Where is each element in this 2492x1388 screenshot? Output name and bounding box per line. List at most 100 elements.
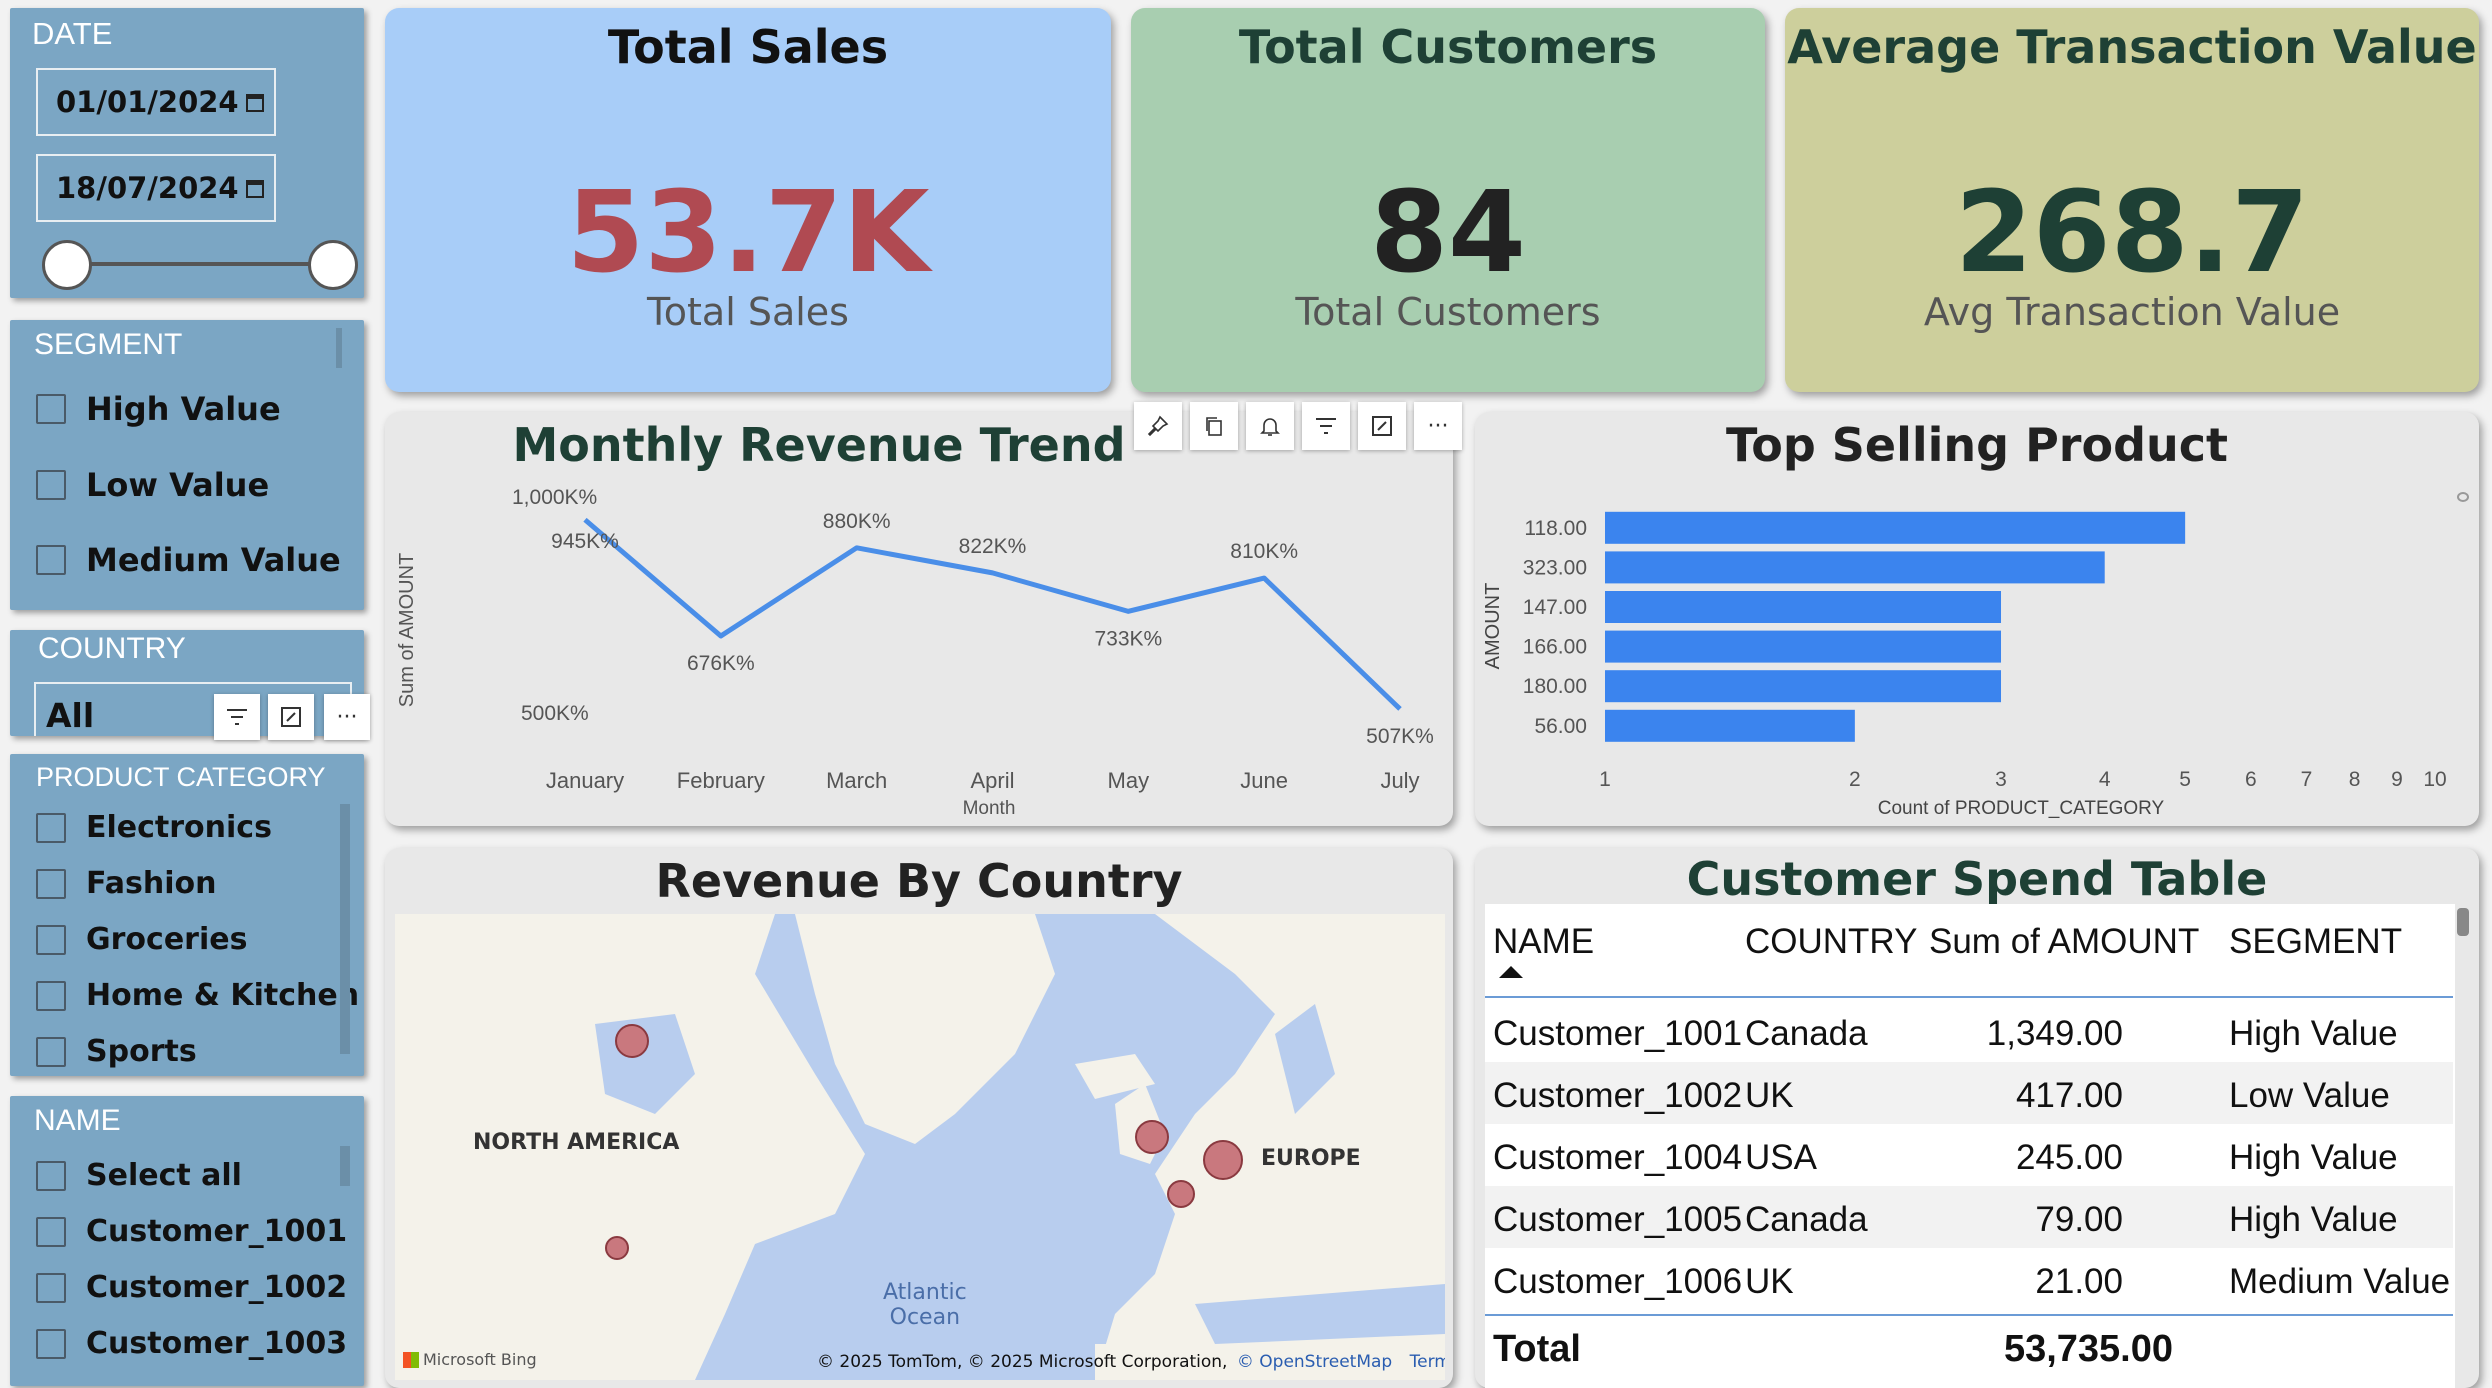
checkbox[interactable] — [36, 924, 66, 955]
more-options-button[interactable]: ··· — [1414, 402, 1462, 450]
kpi-value: 53.7K — [566, 168, 930, 298]
x-tick-label: 10 — [2423, 768, 2446, 791]
x-axis-label: Month — [963, 798, 1016, 819]
map-marker-germany[interactable] — [1203, 1140, 1243, 1180]
monthly-revenue-panel: Monthly Revenue Trend 1,000K% 500K% Sum of… — [385, 412, 1453, 826]
calendar-icon[interactable] — [246, 180, 264, 198]
checkbox[interactable] — [36, 545, 66, 575]
spend-table: NAME COUNTRY Sum of AMOUNT SEGMENT Custo… — [1485, 904, 2455, 1388]
y-tick-label: 500K% — [521, 702, 589, 725]
name-option-customer-1003[interactable]: Customer_1003 — [36, 1326, 347, 1361]
date-range-track[interactable] — [66, 262, 336, 266]
date-range-start-handle[interactable] — [42, 240, 92, 290]
checkbox[interactable] — [36, 394, 66, 424]
column-header-segment[interactable]: SEGMENT — [2229, 922, 2403, 961]
country-slicer-title: COUNTRY — [38, 632, 186, 665]
country-dropdown[interactable]: All — [34, 682, 352, 736]
table-scrollbar[interactable] — [2457, 908, 2469, 936]
table-row[interactable]: Customer_1002 UK 417.00 Low Value — [1485, 1062, 2453, 1124]
country-dropdown-value: All — [46, 696, 95, 735]
cell-segment: High Value — [2229, 1200, 2398, 1239]
cell-segment: High Value — [2229, 1014, 2398, 1053]
column-header-name[interactable]: NAME — [1493, 922, 1595, 961]
start-date-input[interactable]: 01/01/2024 — [36, 68, 276, 136]
x-tick-label: June — [1240, 768, 1288, 793]
checkbox[interactable] — [36, 812, 66, 843]
checkbox[interactable] — [36, 1272, 66, 1303]
segment-slicer: SEGMENT High Value Low Value Medium Valu… — [10, 320, 364, 610]
column-header-country[interactable]: COUNTRY — [1745, 922, 1918, 961]
option-label: Select all — [86, 1158, 242, 1193]
product-option-sports[interactable]: Sports — [36, 1034, 197, 1069]
calendar-icon[interactable] — [246, 94, 264, 112]
checkbox[interactable] — [36, 1160, 66, 1191]
y-tick-label: 1,000K% — [512, 486, 597, 509]
table-row[interactable]: Customer_1001 Canada 1,349.00 High Value — [1485, 1000, 2453, 1062]
cell-country: Canada — [1745, 1200, 1868, 1239]
kpi-card-total-customers: Total Customers 84 Total Customers — [1131, 8, 1765, 392]
cell-amount: 79.00 — [2035, 1200, 2123, 1239]
slicer-scrollbar[interactable] — [340, 1146, 350, 1186]
x-tick-label: 4 — [2099, 768, 2111, 791]
copy-button[interactable] — [1190, 402, 1238, 450]
checkbox[interactable] — [36, 980, 66, 1011]
slicer-scrollbar[interactable] — [340, 804, 350, 1054]
alert-button[interactable] — [1246, 402, 1294, 450]
scroll-indicator[interactable] — [2457, 492, 2469, 502]
line-chart: 1,000K% 500K% Sum of AMOUNT Month January 945… — [396, 486, 1434, 819]
segment-option-medium-value[interactable]: Medium Value — [36, 541, 341, 579]
name-option-customer-1002[interactable]: Customer_1002 — [36, 1270, 347, 1305]
bar-chart: 118.00 323.00 147.00 166.00 180.00 56.00 1 2 3 4 5… — [1482, 511, 2447, 819]
bing-logo-icon — [403, 1351, 419, 1368]
name-slicer-title: NAME — [34, 1104, 121, 1137]
option-label: Electronics — [86, 810, 272, 845]
checkbox[interactable] — [36, 868, 66, 899]
map-label-ocean: Atlantic Ocean — [883, 1280, 967, 1330]
terms-link[interactable]: Terms — [1409, 1352, 1445, 1372]
product-option-fashion[interactable]: Fashion — [36, 866, 216, 901]
name-option-customer-1001[interactable]: Customer_1001 — [36, 1214, 347, 1249]
checkbox[interactable] — [36, 1216, 66, 1247]
top-selling-product-panel: Top Selling Product 118.00 323.00 147.00 16… — [1475, 412, 2479, 826]
focus-mode-button[interactable] — [1358, 402, 1406, 450]
checkbox[interactable] — [36, 1328, 66, 1359]
checkbox[interactable] — [36, 470, 66, 500]
cell-name: Customer_1001 — [1493, 1014, 1743, 1053]
segment-option-low-value[interactable]: Low Value — [36, 466, 269, 504]
sort-ascending-icon[interactable] — [1499, 966, 1523, 978]
table-row[interactable]: Customer_1005 Canada 79.00 High Value — [1485, 1186, 2453, 1248]
product-option-groceries[interactable]: Groceries — [36, 922, 247, 957]
visual-toolbar-focus-icon[interactable] — [268, 694, 314, 740]
segment-option-high-value[interactable]: High Value — [36, 390, 281, 428]
visual-toolbar-filter-icon[interactable] — [214, 694, 260, 740]
cell-amount: 245.00 — [2015, 1138, 2123, 1177]
map-marker-france[interactable] — [1167, 1180, 1195, 1208]
column-header-amount[interactable]: Sum of AMOUNT — [1929, 922, 2200, 961]
checkbox[interactable] — [36, 1036, 66, 1067]
product-option-home-kitchen[interactable]: Home & Kitchen — [36, 978, 359, 1013]
map-marker-uk[interactable] — [1135, 1120, 1169, 1154]
x-tick-label: 5 — [2179, 768, 2191, 791]
slicer-scrollbar[interactable] — [336, 328, 342, 368]
x-tick-label: February — [677, 768, 765, 793]
option-label: Customer_1003 — [86, 1326, 348, 1361]
name-option-select-all[interactable]: Select all — [36, 1158, 242, 1193]
panel-title: Revenue By Country — [655, 854, 1183, 908]
map-canvas[interactable]: NORTH AMERICA EUROPE Atlantic Ocean Micr… — [395, 914, 1445, 1380]
table-row[interactable]: Customer_1006 UK 21.00 Medium Value — [1485, 1248, 2453, 1310]
cell-country: UK — [1745, 1076, 1794, 1115]
osm-link[interactable]: © OpenStreetMap — [1236, 1352, 1393, 1372]
filter-button[interactable] — [1302, 402, 1350, 450]
table-row[interactable]: Customer_1004 USA 245.00 High Value — [1485, 1124, 2453, 1186]
cell-segment: High Value — [2229, 1138, 2398, 1177]
data-label: 822K% — [959, 535, 1027, 558]
filter-icon — [227, 709, 247, 725]
date-range-end-handle[interactable] — [308, 240, 358, 290]
map-marker-usa[interactable] — [605, 1236, 629, 1260]
end-date-input[interactable]: 18/07/2024 — [36, 154, 276, 222]
map-marker-canada[interactable] — [615, 1024, 649, 1058]
product-option-electronics[interactable]: Electronics — [36, 810, 272, 845]
visual-toolbar-more-icon[interactable]: ··· — [324, 694, 370, 740]
pin-button[interactable] — [1134, 402, 1182, 450]
pin-icon — [1147, 415, 1169, 437]
